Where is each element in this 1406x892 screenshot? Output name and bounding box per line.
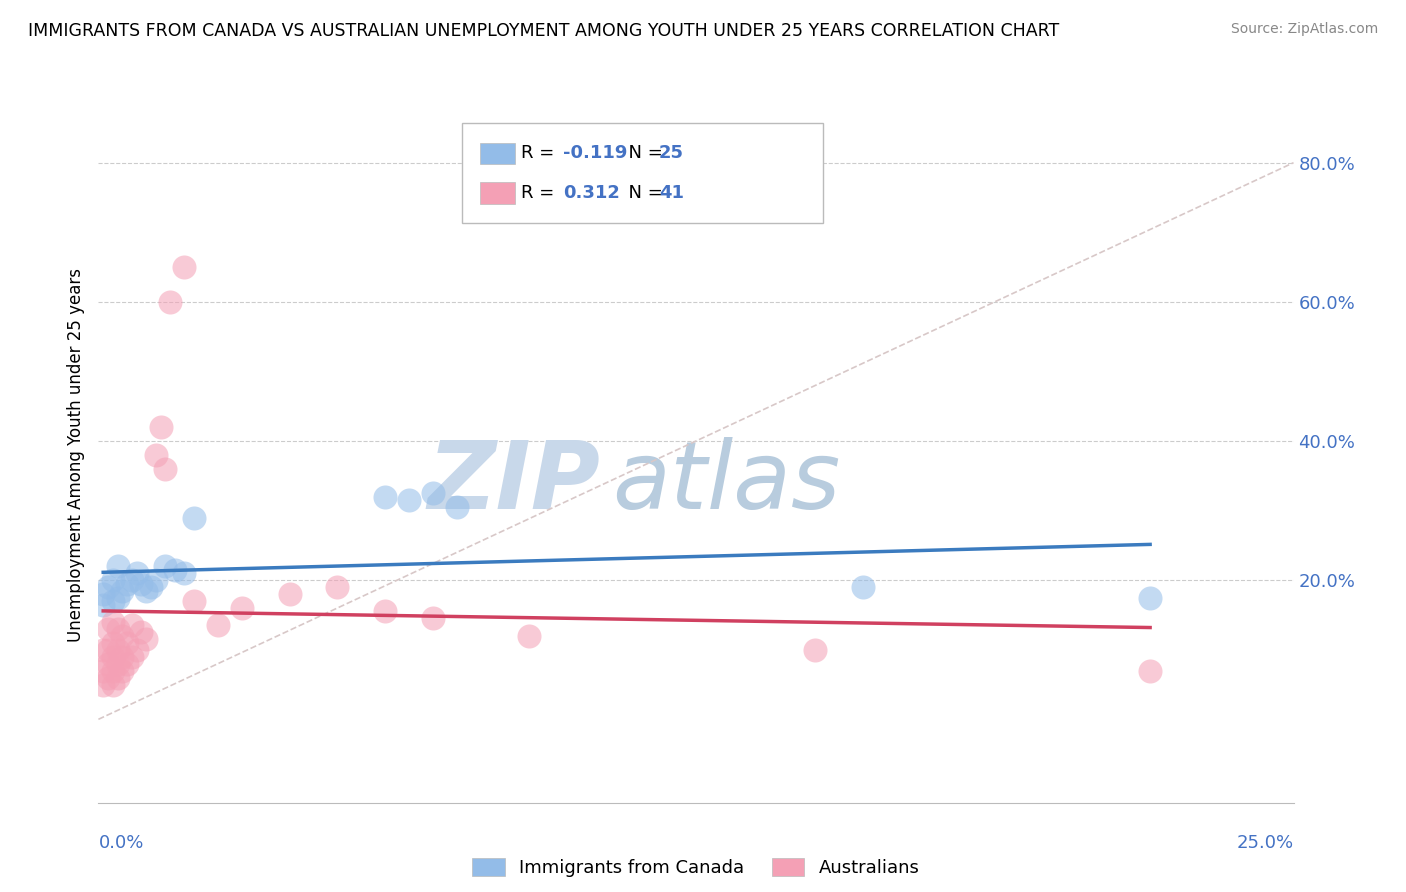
- Text: ZIP: ZIP: [427, 437, 600, 529]
- Point: [125, 566, 148, 581]
- Point: [107, 671, 129, 685]
- Point: [1139, 591, 1161, 605]
- Point: [183, 510, 205, 524]
- Point: [145, 448, 167, 462]
- Point: [135, 583, 157, 598]
- Point: [163, 563, 186, 577]
- Point: [97, 642, 120, 657]
- Text: R =: R =: [520, 145, 560, 162]
- Point: [517, 629, 540, 643]
- Point: [115, 657, 138, 671]
- Point: [111, 664, 134, 678]
- Point: [101, 677, 124, 691]
- Point: [145, 573, 167, 587]
- Point: [183, 594, 205, 608]
- Point: [115, 576, 138, 591]
- Point: [374, 605, 396, 619]
- Point: [804, 642, 827, 657]
- Legend: Immigrants from Canada, Australians: Immigrants from Canada, Australians: [465, 850, 927, 884]
- Point: [101, 573, 124, 587]
- Point: [111, 649, 134, 664]
- Point: [97, 671, 120, 685]
- Text: IMMIGRANTS FROM CANADA VS AUSTRALIAN UNEMPLOYMENT AMONG YOUTH UNDER 25 YEARS COR: IMMIGRANTS FROM CANADA VS AUSTRALIAN UNE…: [28, 22, 1059, 40]
- Point: [121, 649, 143, 664]
- Point: [326, 580, 349, 594]
- Point: [101, 636, 124, 650]
- Point: [125, 642, 148, 657]
- Point: [173, 260, 195, 274]
- Point: [121, 573, 143, 587]
- Text: -0.119: -0.119: [562, 145, 627, 162]
- Point: [107, 559, 129, 574]
- Point: [121, 618, 143, 632]
- Point: [101, 649, 124, 664]
- Point: [159, 294, 181, 309]
- Point: [107, 642, 129, 657]
- Point: [91, 598, 114, 612]
- Point: [398, 493, 420, 508]
- Point: [422, 486, 444, 500]
- Point: [155, 559, 177, 574]
- Point: [91, 677, 114, 691]
- Point: [139, 580, 162, 594]
- Point: [135, 632, 157, 647]
- Point: [91, 664, 114, 678]
- Point: [111, 629, 134, 643]
- Text: 0.0%: 0.0%: [98, 834, 143, 852]
- Text: 0.312: 0.312: [562, 184, 620, 202]
- Point: [101, 594, 124, 608]
- Point: [97, 657, 120, 671]
- Point: [422, 611, 444, 625]
- Text: R =: R =: [520, 184, 560, 202]
- Point: [852, 580, 875, 594]
- Point: [155, 462, 177, 476]
- Point: [111, 583, 134, 598]
- Point: [374, 490, 396, 504]
- Point: [97, 580, 120, 594]
- Text: atlas: atlas: [612, 437, 841, 528]
- Point: [91, 587, 114, 601]
- Point: [278, 587, 301, 601]
- Y-axis label: Unemployment Among Youth under 25 years: Unemployment Among Youth under 25 years: [66, 268, 84, 642]
- Text: 25.0%: 25.0%: [1236, 834, 1294, 852]
- Text: 41: 41: [658, 184, 683, 202]
- Point: [115, 636, 138, 650]
- Point: [107, 622, 129, 636]
- Point: [97, 622, 120, 636]
- Point: [173, 566, 195, 581]
- Text: 25: 25: [658, 145, 683, 162]
- Text: N =: N =: [616, 145, 668, 162]
- Text: N =: N =: [616, 184, 668, 202]
- Point: [107, 657, 129, 671]
- Point: [107, 591, 129, 605]
- Point: [131, 576, 153, 591]
- Point: [207, 618, 229, 632]
- Point: [101, 615, 124, 629]
- Point: [149, 420, 172, 434]
- Point: [101, 664, 124, 678]
- Point: [131, 625, 153, 640]
- Point: [231, 601, 253, 615]
- Text: Source: ZipAtlas.com: Source: ZipAtlas.com: [1230, 22, 1378, 37]
- Point: [1139, 664, 1161, 678]
- Point: [91, 642, 114, 657]
- Point: [446, 500, 468, 514]
